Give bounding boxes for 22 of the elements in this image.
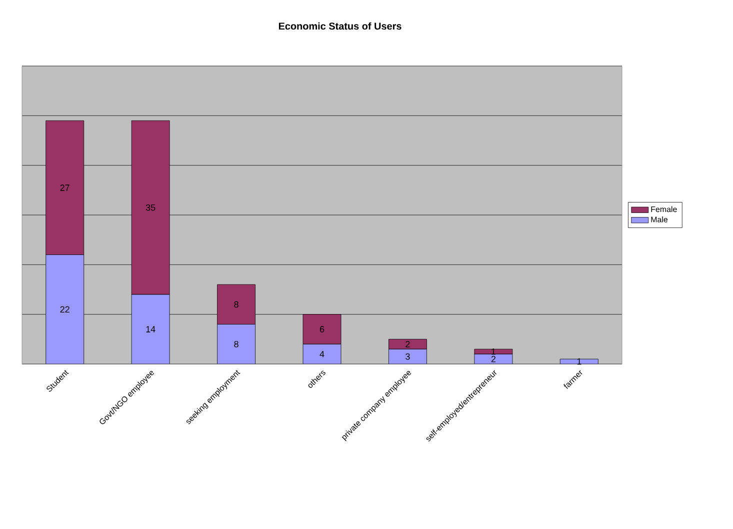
bar <box>217 284 256 324</box>
bar <box>217 324 256 364</box>
data-label: 1 <box>492 348 496 355</box>
data-label: 22 <box>60 306 70 312</box>
data-label: 14 <box>146 326 156 332</box>
bar <box>302 314 342 344</box>
data-label: 8 <box>234 340 238 348</box>
chart-title: Economic Status of Users <box>278 22 402 30</box>
bar <box>131 294 170 364</box>
data-label: 2 <box>406 340 410 348</box>
bar <box>388 338 427 350</box>
data-label: 1 <box>577 358 582 365</box>
data-label: 27 <box>60 184 70 191</box>
data-label: 2 <box>491 356 496 362</box>
data-label: 8 <box>234 301 238 308</box>
bar <box>46 254 84 364</box>
bar <box>302 344 342 364</box>
data-label: 4 <box>320 350 324 358</box>
data-label: 35 <box>146 204 156 211</box>
data-label: 6 <box>320 326 324 332</box>
bar <box>388 348 427 364</box>
data-label: 3 <box>406 353 410 360</box>
